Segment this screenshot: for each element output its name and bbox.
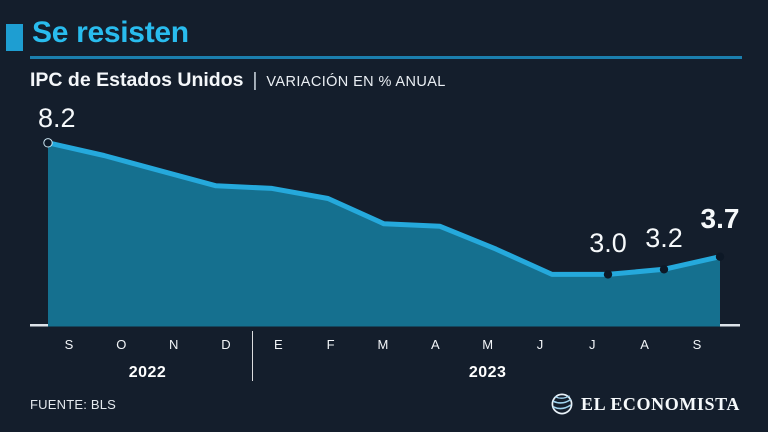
value-annotation: 8.2 xyxy=(38,102,76,133)
x-tick-label: S xyxy=(64,337,74,352)
x-tick-label: O xyxy=(116,337,127,352)
x-tick-label: J xyxy=(589,337,596,352)
x-tick-label: M xyxy=(377,337,389,352)
x-axis-line xyxy=(30,324,740,327)
source-label: FUENTE: BLS xyxy=(30,397,116,412)
value-annotation: 3.2 xyxy=(645,223,683,254)
x-tick-label: D xyxy=(221,337,231,352)
x-tick-label: N xyxy=(168,337,179,352)
data-point-dot xyxy=(43,138,53,148)
year-label: 2022 xyxy=(128,364,167,381)
chart-title-text: IPC de Estados Unidos xyxy=(30,69,244,91)
brand-name: EL ECONOMISTA xyxy=(581,393,740,414)
x-tick-label: S xyxy=(692,337,702,352)
page-title: Se resisten xyxy=(32,16,189,49)
value-annotation: 3.7 xyxy=(700,202,740,234)
x-tick-label: A xyxy=(640,337,649,352)
data-point-dot xyxy=(659,265,669,274)
value-annotation: 3.0 xyxy=(589,228,627,259)
x-tick-label: F xyxy=(326,337,335,352)
year-label: 2023 xyxy=(468,364,507,381)
header-rule xyxy=(30,56,742,59)
x-tick-label: E xyxy=(273,337,283,352)
chart-subtitle: IPC de Estados Unidos | VARIACIÓN EN % A… xyxy=(30,69,446,92)
data-point-dot xyxy=(603,270,613,279)
brand-lockup: EL ECONOMISTA xyxy=(550,392,740,416)
year-divider-line xyxy=(252,331,254,381)
x-tick-label: J xyxy=(536,337,544,352)
subtitle-separator: | xyxy=(252,70,258,91)
el-economista-globe-icon xyxy=(551,393,573,415)
data-point-dot xyxy=(715,252,725,261)
x-tick-label: A xyxy=(430,337,440,352)
x-tick-label: M xyxy=(482,337,494,352)
chart-units-text: VARIACIÓN EN % ANUAL xyxy=(266,74,446,90)
title-accent-square xyxy=(6,24,23,51)
